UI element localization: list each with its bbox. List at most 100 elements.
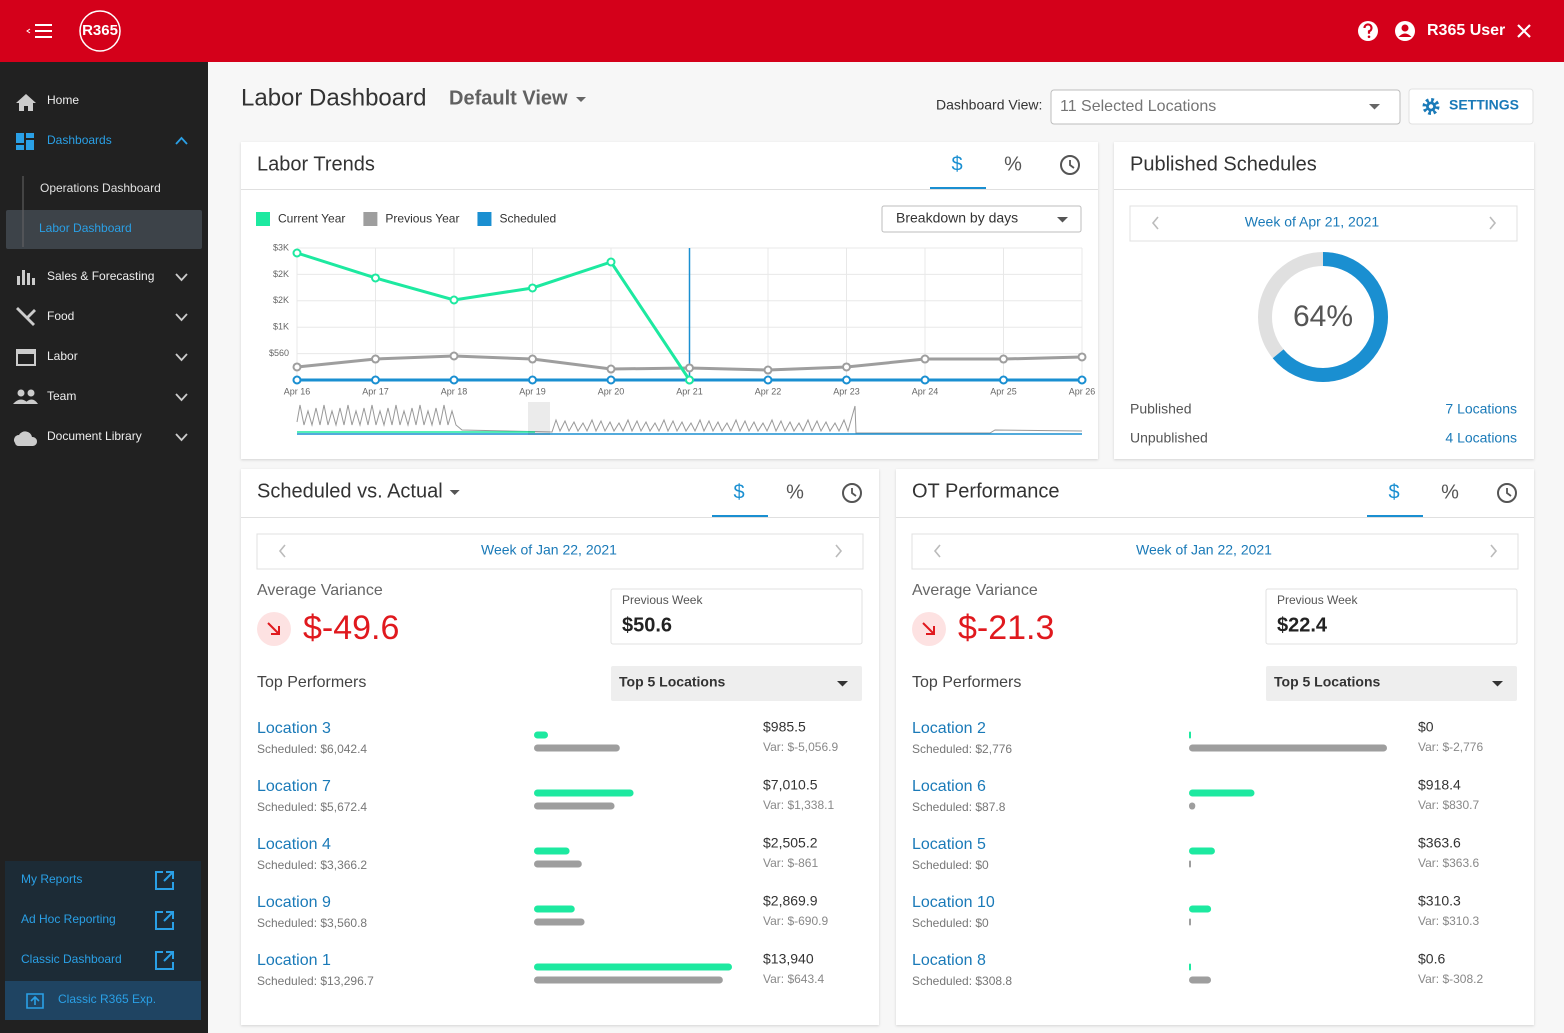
next-week[interactable] [1490,544,1498,558]
locations-select[interactable] [1050,89,1401,125]
prev-week[interactable] [1151,216,1159,230]
nav-item[interactable]: Team [47,389,76,403]
previous-week-box [610,588,863,645]
close-icon[interactable] [1517,24,1531,38]
data-point[interactable] [528,354,537,364]
tab-clock[interactable] [1497,483,1517,503]
location-name[interactable]: Location 8 [912,952,986,969]
data-point[interactable] [999,375,1008,385]
view-caret[interactable] [576,97,586,102]
top-select[interactable] [611,666,862,701]
nav-item[interactable]: Dashboards [47,133,112,147]
locations-value[interactable]: 11 Selected Locations [1060,98,1216,115]
nav-subitem[interactable]: Labor Dashboard [39,221,132,235]
location-name[interactable]: Location 4 [257,836,331,853]
data-point[interactable] [292,375,302,385]
next-week[interactable] [1489,216,1497,230]
tab[interactable]: $ [733,481,744,503]
sidebar-link[interactable]: Ad Hoc Reporting [21,912,116,926]
legend-swatch[interactable] [256,212,270,226]
location-name[interactable]: Location 3 [257,720,331,737]
legend-swatch[interactable] [477,212,492,226]
location-name[interactable]: Location 5 [912,836,986,853]
location-name[interactable]: Location 10 [912,894,995,911]
nav-item[interactable]: Document Library [47,429,142,443]
location-name[interactable]: Location 6 [912,778,986,795]
data-point[interactable] [371,354,380,364]
legend-label[interactable]: Current Year [278,212,345,226]
data-point[interactable] [842,375,851,385]
user-name[interactable]: R365 User [1427,22,1505,39]
tab[interactable]: % [1441,481,1459,503]
nav-chevron[interactable] [175,353,188,362]
top-select-value[interactable]: Top 5 Locations [619,674,726,690]
data-point[interactable] [685,375,694,385]
tab-clock[interactable] [1060,155,1080,175]
nav-item[interactable]: Labor [47,349,78,363]
tab[interactable]: % [786,481,804,503]
location-name[interactable]: Location 2 [912,720,986,737]
legend-label[interactable]: Scheduled [499,212,556,226]
nav-chevron[interactable] [175,393,188,402]
data-point[interactable] [528,283,537,293]
data-point[interactable] [292,362,302,372]
data-point[interactable] [371,375,380,385]
navigator-window[interactable] [528,402,550,435]
nav-chevron[interactable] [175,433,188,442]
card-title: OT Performance [912,480,1059,502]
help-icon[interactable] [1358,21,1378,41]
data-point[interactable] [528,375,537,385]
data-point[interactable] [685,363,694,373]
data-point[interactable] [449,351,459,361]
data-point[interactable] [606,364,616,374]
nav-subitem[interactable]: Operations Dashboard [40,181,161,195]
nav-item[interactable]: Food [47,309,74,323]
status-value[interactable]: 7 Locations [1445,401,1517,417]
title-caret[interactable] [449,490,460,495]
menu-button[interactable] [26,24,52,38]
tab[interactable]: $ [1388,481,1399,503]
legend-label[interactable]: Previous Year [385,212,459,226]
data-point[interactable] [1077,352,1087,362]
data-point[interactable] [449,295,459,305]
legend-swatch[interactable] [363,212,378,226]
sidebar-link[interactable]: My Reports [21,872,82,886]
data-point[interactable] [763,365,773,375]
next-week[interactable] [835,544,843,558]
data-point[interactable] [999,354,1008,364]
location-name[interactable]: Location 9 [257,894,331,911]
settings-label[interactable]: SETTINGS [1449,97,1519,113]
data-point[interactable] [1077,375,1087,385]
data-point[interactable] [763,375,773,385]
data-point[interactable] [449,375,459,385]
location-name[interactable]: Location 7 [257,778,331,795]
prev-week[interactable] [933,544,941,558]
nav-item[interactable]: Home [47,93,79,107]
tab-clock[interactable] [842,483,862,503]
top-select-value[interactable]: Top 5 Locations [1274,674,1381,690]
settings-button[interactable] [1408,88,1534,125]
prev-week[interactable] [278,544,286,558]
user-icon[interactable] [1395,21,1415,41]
data-point[interactable] [920,375,930,385]
data-point[interactable] [920,354,930,364]
data-point[interactable] [842,362,851,372]
breakdown-value[interactable]: Breakdown by days [896,210,1018,226]
sidebar-link[interactable]: Classic R365 Exp. [58,992,156,1006]
data-point[interactable] [606,375,616,385]
data-point[interactable] [292,248,302,258]
sidebar-link[interactable]: Classic Dashboard [21,952,122,966]
data-point[interactable] [371,273,380,283]
view-name[interactable]: Default View [449,87,568,109]
nav-chevron[interactable] [175,273,188,282]
nav-chevron[interactable] [175,313,188,322]
location-name[interactable]: Location 1 [257,952,331,969]
tab[interactable]: $ [951,153,962,175]
nav-chevron[interactable] [175,136,188,145]
breakdown-select[interactable] [881,205,1082,233]
status-value[interactable]: 4 Locations [1445,430,1517,446]
nav-item[interactable]: Sales & Forecasting [47,269,154,283]
top-select[interactable] [1266,666,1517,701]
tab[interactable]: % [1004,153,1022,175]
data-point[interactable] [606,257,616,267]
